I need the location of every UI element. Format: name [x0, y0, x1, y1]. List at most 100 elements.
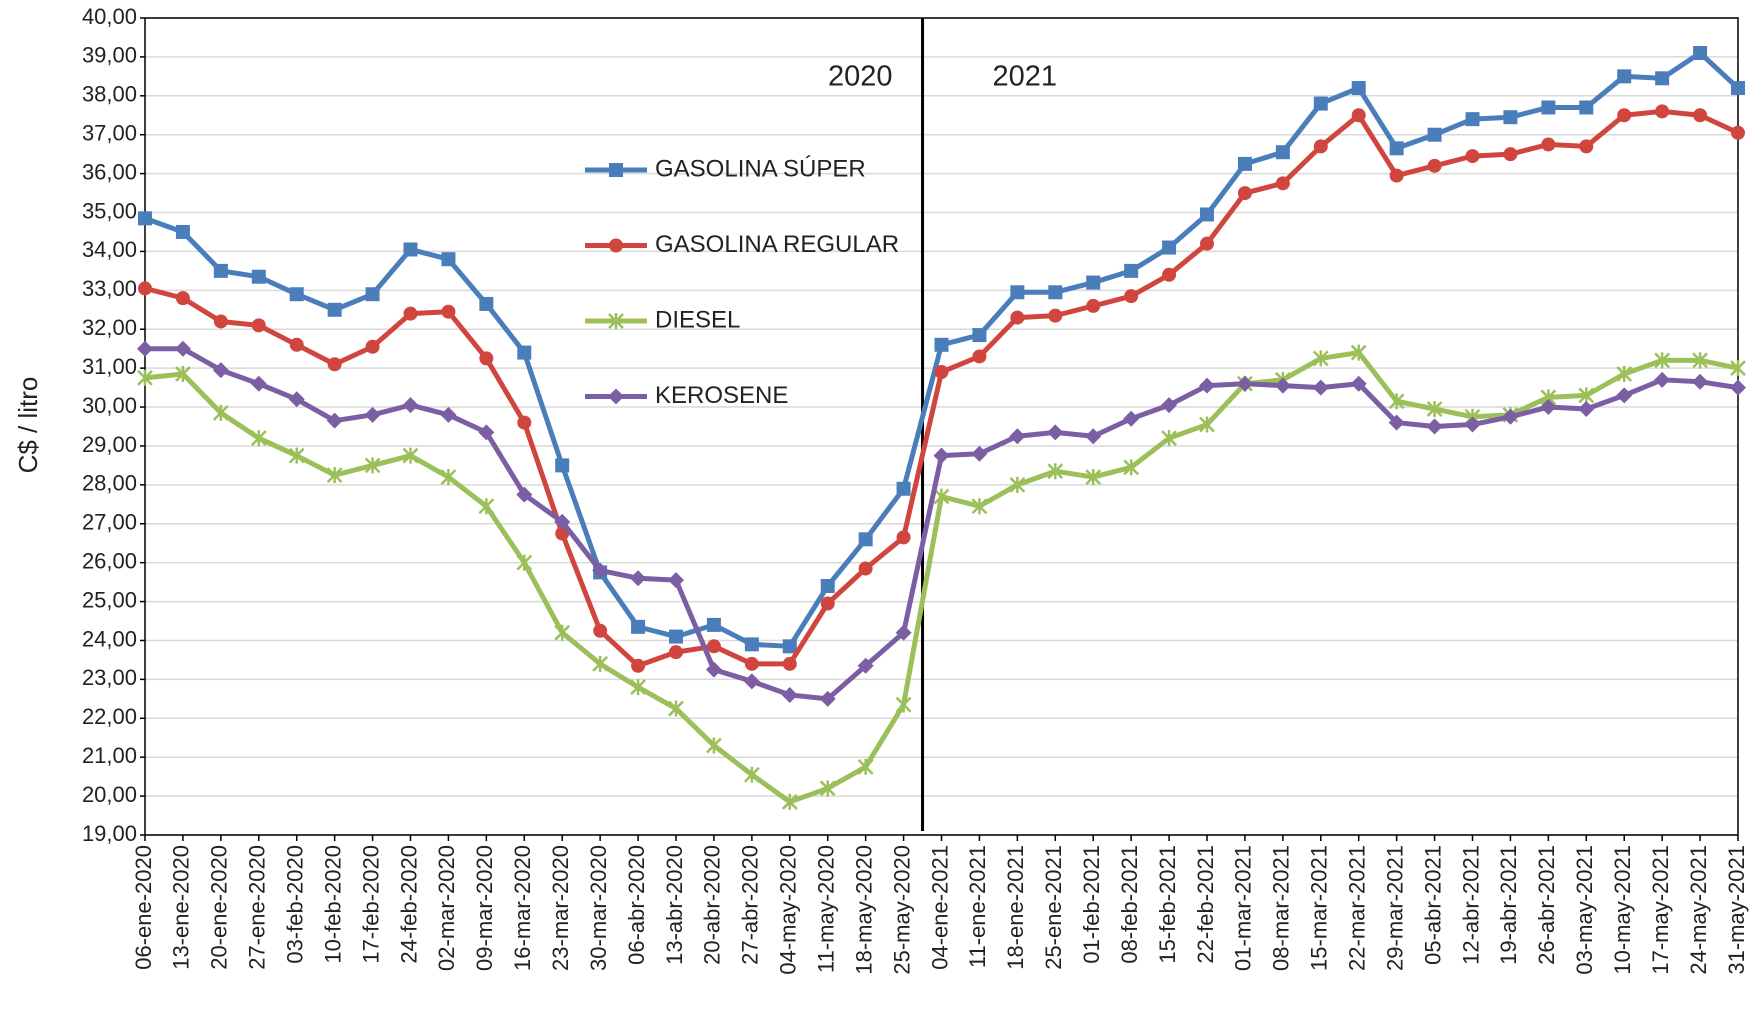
- marker: [516, 486, 533, 503]
- x-tick-label: 13-ene-2020: [169, 845, 194, 970]
- x-tick-label: 31-may-2021: [1724, 845, 1749, 975]
- marker: [1731, 81, 1745, 96]
- marker: [1275, 145, 1290, 160]
- annotation: 2021: [993, 61, 1058, 93]
- marker: [1579, 139, 1594, 154]
- marker: [1465, 149, 1480, 164]
- marker: [326, 467, 343, 484]
- marker: [212, 362, 229, 379]
- y-tick-label: 27,00: [82, 510, 137, 535]
- series-line: [144, 108, 1740, 669]
- marker: [1427, 158, 1442, 173]
- marker: [933, 447, 950, 464]
- marker: [1655, 104, 1670, 119]
- y-tick-label: 38,00: [82, 82, 137, 107]
- marker: [1123, 459, 1140, 476]
- marker: [782, 656, 797, 671]
- marker: [608, 388, 624, 405]
- marker: [1048, 285, 1063, 300]
- marker: [1427, 127, 1442, 142]
- marker: [138, 281, 152, 296]
- marker: [1655, 71, 1670, 86]
- x-tick-label: 08-mar-2021: [1269, 845, 1294, 971]
- marker: [251, 269, 266, 284]
- marker: [1389, 168, 1404, 183]
- x-tick-label: 18-may-2020: [851, 845, 876, 975]
- marker: [175, 224, 190, 239]
- marker: [1010, 285, 1025, 300]
- marker: [1388, 393, 1405, 410]
- marker: [1199, 377, 1215, 394]
- marker: [933, 488, 950, 505]
- x-tick-label: 24-feb-2020: [396, 845, 421, 964]
- marker: [365, 339, 380, 354]
- marker: [630, 679, 646, 696]
- marker: [1010, 310, 1025, 325]
- y-tick-label: 23,00: [82, 665, 137, 690]
- marker: [1237, 186, 1252, 201]
- marker: [1541, 137, 1556, 152]
- marker: [820, 579, 835, 594]
- marker: [289, 287, 304, 302]
- marker: [364, 406, 381, 423]
- x-tick-label: 27-abr-2020: [738, 845, 763, 965]
- marker: [289, 337, 304, 352]
- marker: [1541, 100, 1556, 115]
- marker: [1313, 139, 1328, 154]
- y-axis-label: C$ / litro: [13, 377, 43, 474]
- marker: [934, 365, 949, 380]
- x-tick-label: 16-mar-2020: [510, 845, 535, 971]
- marker: [1693, 108, 1708, 123]
- y-tick-label: 40,00: [82, 4, 137, 29]
- marker: [478, 424, 495, 441]
- marker: [1124, 263, 1139, 278]
- x-tick-label: 10-feb-2020: [320, 845, 345, 964]
- marker: [288, 391, 305, 408]
- marker: [1389, 141, 1404, 156]
- marker: [669, 629, 683, 644]
- marker: [608, 313, 624, 329]
- x-tick-label: 27-ene-2020: [245, 845, 270, 970]
- x-tick-label: 29-mar-2021: [1382, 845, 1407, 971]
- marker: [212, 404, 229, 421]
- marker: [593, 623, 608, 638]
- marker: [971, 498, 988, 515]
- marker: [609, 163, 623, 177]
- marker: [251, 318, 266, 333]
- x-tick-label: 13-abr-2020: [662, 845, 687, 965]
- marker: [1693, 46, 1708, 61]
- marker: [668, 700, 684, 717]
- marker: [934, 337, 949, 352]
- legend-label: GASOLINA REGULAR: [655, 231, 899, 258]
- marker: [1350, 375, 1367, 392]
- marker: [1503, 147, 1518, 162]
- x-tick-label: 01-mar-2021: [1231, 845, 1256, 971]
- x-tick-label: 18-ene-2021: [1003, 845, 1028, 970]
- marker: [705, 661, 722, 678]
- marker: [137, 369, 153, 386]
- marker: [630, 570, 647, 587]
- x-tick-label: 30-mar-2020: [586, 845, 611, 971]
- x-tick-label: 02-mar-2020: [434, 845, 459, 971]
- marker: [1426, 400, 1443, 417]
- x-tick-label: 15-feb-2021: [1155, 845, 1180, 964]
- marker: [441, 304, 456, 319]
- marker: [1730, 360, 1746, 377]
- marker: [1085, 428, 1102, 445]
- marker: [781, 686, 798, 703]
- y-tick-label: 37,00: [82, 121, 137, 146]
- marker: [1048, 308, 1063, 323]
- marker: [555, 458, 570, 473]
- x-tick-label: 10-may-2021: [1610, 845, 1635, 975]
- marker: [1162, 240, 1177, 255]
- marker: [592, 562, 609, 579]
- legend-label: GASOLINA SÚPER: [655, 155, 866, 182]
- marker: [1465, 112, 1480, 127]
- marker: [517, 415, 532, 430]
- marker: [1123, 410, 1140, 427]
- marker: [1009, 428, 1026, 445]
- y-tick-label: 31,00: [82, 354, 137, 379]
- x-tick-label: 08-feb-2021: [1117, 845, 1142, 964]
- y-tick-label: 28,00: [82, 471, 137, 496]
- y-tick-label: 34,00: [82, 237, 137, 262]
